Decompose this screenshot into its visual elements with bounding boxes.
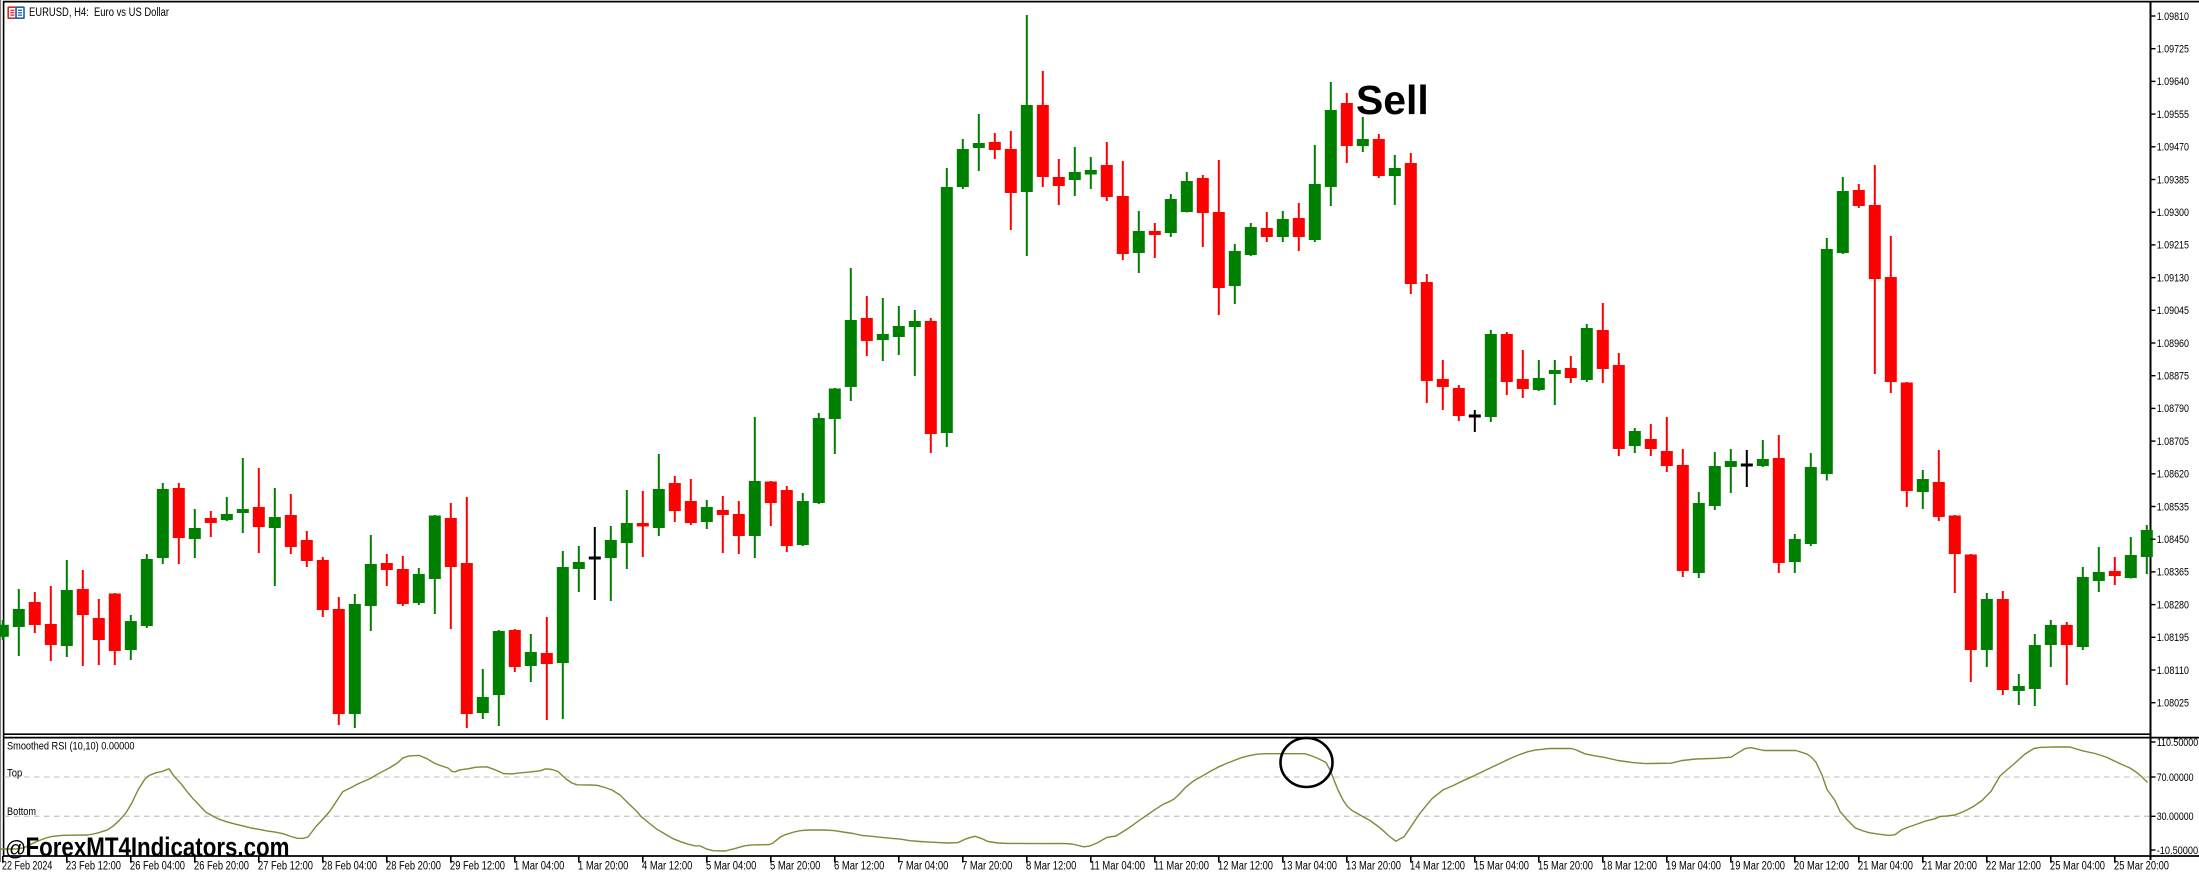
svg-text:22 Mar 12:00: 22 Mar 12:00 [1986,860,2041,872]
svg-text:19 Mar 04:00: 19 Mar 04:00 [1666,860,1721,872]
svg-text:25 Mar 20:00: 25 Mar 20:00 [2114,860,2169,872]
svg-text:1.08790: 1.08790 [2157,403,2189,415]
svg-text:4 Mar 12:00: 4 Mar 12:00 [642,860,692,872]
svg-text:5 Mar 20:00: 5 Mar 20:00 [770,860,820,872]
svg-text:1.08110: 1.08110 [2157,665,2189,677]
svg-text:21 Mar 04:00: 21 Mar 04:00 [1858,860,1913,872]
svg-text:15 Mar 04:00: 15 Mar 04:00 [1474,860,1529,872]
svg-text:29 Feb 12:00: 29 Feb 12:00 [450,860,505,872]
svg-text:23 Feb 12:00: 23 Feb 12:00 [66,860,121,872]
svg-text:Top: Top [7,767,22,779]
svg-text:22 Feb 2024: 22 Feb 2024 [2,860,53,872]
svg-text:13 Mar 04:00: 13 Mar 04:00 [1282,860,1337,872]
svg-text:13 Mar 20:00: 13 Mar 20:00 [1346,860,1401,872]
svg-text:27 Feb 12:00: 27 Feb 12:00 [258,860,313,872]
svg-text:Sell: Sell [1356,77,1429,123]
svg-text:1.09640: 1.09640 [2157,76,2189,88]
svg-text:1.08025: 1.08025 [2157,698,2189,710]
svg-text:1.09810: 1.09810 [2157,11,2189,23]
svg-text:7 Mar 04:00: 7 Mar 04:00 [898,860,948,872]
svg-text:7 Mar 20:00: 7 Mar 20:00 [962,860,1012,872]
svg-text:EURUSD, H4: Euro vs US Dollar: EURUSD, H4: Euro vs US Dollar [29,7,169,19]
svg-text:6 Mar 12:00: 6 Mar 12:00 [834,860,884,872]
svg-text:1 Mar 20:00: 1 Mar 20:00 [578,860,628,872]
svg-text:1.09300: 1.09300 [2157,207,2189,219]
svg-text:1.08705: 1.08705 [2157,436,2189,448]
svg-text:1.08365: 1.08365 [2157,567,2189,579]
svg-text:18 Mar 12:00: 18 Mar 12:00 [1602,860,1657,872]
svg-text:11 Mar 04:00: 11 Mar 04:00 [1090,860,1145,872]
svg-text:30.00000: 30.00000 [2157,811,2194,823]
svg-text:28 Feb 04:00: 28 Feb 04:00 [322,860,377,872]
svg-text:1.08875: 1.08875 [2157,371,2189,383]
svg-text:19 Mar 20:00: 19 Mar 20:00 [1730,860,1785,872]
svg-text:1.09130: 1.09130 [2157,272,2189,284]
svg-text:25 Mar 04:00: 25 Mar 04:00 [2050,860,2105,872]
svg-text:1.09470: 1.09470 [2157,142,2189,154]
svg-text:28 Feb 20:00: 28 Feb 20:00 [386,860,441,872]
svg-text:8 Mar 12:00: 8 Mar 12:00 [1026,860,1076,872]
svg-text:-10.50000: -10.50000 [2157,845,2199,857]
svg-text:1.08280: 1.08280 [2157,599,2189,611]
svg-text:70.00000: 70.00000 [2157,772,2194,784]
svg-text:21 Mar 20:00: 21 Mar 20:00 [1922,860,1977,872]
svg-text:14 Mar 12:00: 14 Mar 12:00 [1410,860,1465,872]
svg-text:26 Feb 04:00: 26 Feb 04:00 [130,860,185,872]
svg-text:1 Mar 04:00: 1 Mar 04:00 [514,860,564,872]
svg-text:26 Feb 20:00: 26 Feb 20:00 [194,860,249,872]
svg-text:11 Mar 20:00: 11 Mar 20:00 [1154,860,1209,872]
svg-text:1.08535: 1.08535 [2157,501,2189,513]
svg-text:1.08195: 1.08195 [2157,632,2189,644]
svg-text:1.08620: 1.08620 [2157,469,2189,481]
svg-text:15 Mar 20:00: 15 Mar 20:00 [1538,860,1593,872]
svg-text:20 Mar 12:00: 20 Mar 12:00 [1794,860,1849,872]
svg-text:12 Mar 12:00: 12 Mar 12:00 [1218,860,1273,872]
svg-text:Bottom: Bottom [7,806,36,818]
svg-text:110.50000: 110.50000 [2157,737,2199,749]
svg-text:1.09555: 1.09555 [2157,109,2189,121]
svg-text:1.08960: 1.08960 [2157,338,2189,350]
svg-text:1.09045: 1.09045 [2157,305,2189,317]
svg-text:1.08450: 1.08450 [2157,534,2189,546]
svg-text:1.09725: 1.09725 [2157,44,2189,56]
svg-text:@: @ [5,838,26,861]
svg-text:Smoothed RSI (10,10) 0.00000: Smoothed RSI (10,10) 0.00000 [7,740,135,752]
svg-text:5 Mar 04:00: 5 Mar 04:00 [706,860,756,872]
svg-text:ForexMT4Indicators.com: ForexMT4Indicators.com [26,832,290,862]
svg-text:1.09385: 1.09385 [2157,174,2189,186]
svg-text:1.09215: 1.09215 [2157,240,2189,252]
